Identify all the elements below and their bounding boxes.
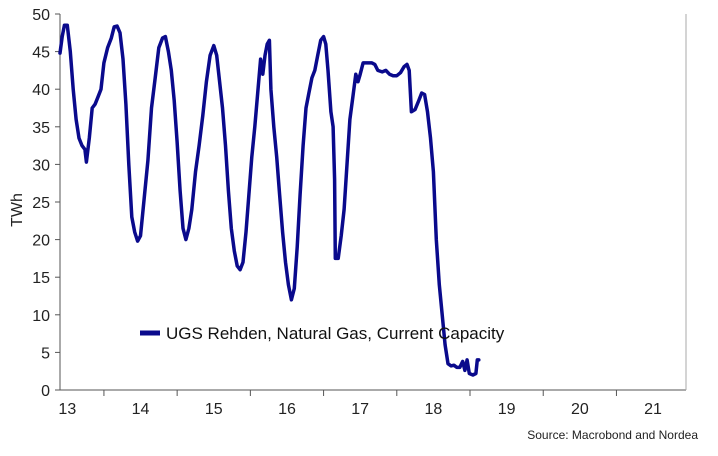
x-tick-label: 20 bbox=[571, 401, 589, 418]
x-tick-label: 21 bbox=[644, 401, 662, 418]
x-axis: 13 14 15 16 17 18 19 20 21 bbox=[58, 390, 662, 418]
x-tick-label: 14 bbox=[132, 401, 150, 418]
y-tick-label: 0 bbox=[41, 383, 50, 400]
y-axis: 0 5 10 15 20 25 30 35 40 45 50 bbox=[32, 7, 60, 400]
x-tick-label: 15 bbox=[205, 401, 223, 418]
y-tick-label: 35 bbox=[32, 120, 50, 137]
y-tick-label: 45 bbox=[32, 45, 50, 62]
y-tick-label: 30 bbox=[32, 157, 50, 174]
series-layer bbox=[58, 23, 481, 377]
y-tick-label: 15 bbox=[32, 270, 50, 287]
source-note: Source: Macrobond and Nordea bbox=[527, 428, 698, 442]
y-tick-label: 50 bbox=[32, 7, 50, 24]
y-tick-label: 25 bbox=[32, 195, 50, 212]
x-tick-label: 19 bbox=[498, 401, 516, 418]
legend-label: UGS Rehden, Natural Gas, Current Capacit… bbox=[166, 324, 505, 343]
x-tick-label: 17 bbox=[351, 401, 369, 418]
x-tick-label: 18 bbox=[425, 401, 443, 418]
x-tick-label: 13 bbox=[58, 401, 76, 418]
y-tick-label: 10 bbox=[32, 308, 50, 325]
y-tick-label: 40 bbox=[32, 82, 50, 99]
y-tick-label: 20 bbox=[32, 233, 50, 250]
x-tick-label: 16 bbox=[278, 401, 296, 418]
y-tick-label: 5 bbox=[41, 345, 50, 362]
legend: UGS Rehden, Natural Gas, Current Capacit… bbox=[140, 324, 505, 343]
series-line bbox=[58, 23, 481, 377]
y-axis-title: TWh bbox=[9, 193, 26, 227]
